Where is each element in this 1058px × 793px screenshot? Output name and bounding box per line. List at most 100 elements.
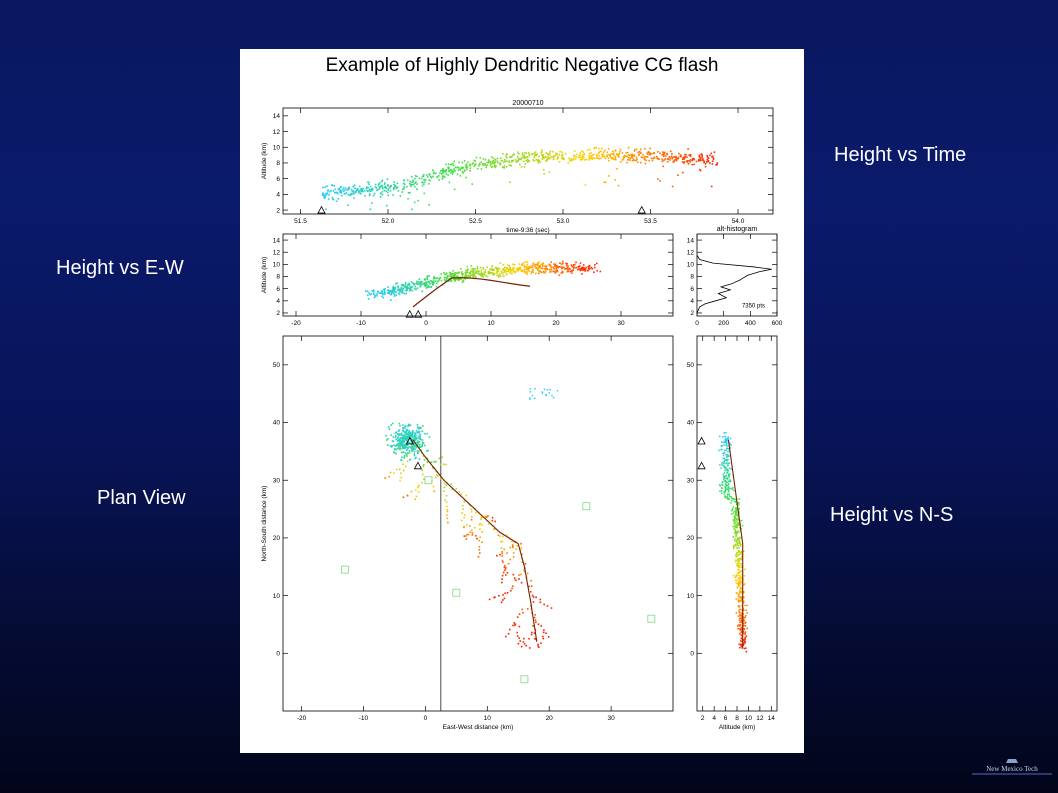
ns-height-xtick-label: 10 xyxy=(745,715,753,722)
time-height-source-point xyxy=(414,185,416,188)
ew-height-source-point xyxy=(444,279,447,282)
time-height-source-point xyxy=(489,164,492,167)
time-height-source-point xyxy=(477,167,479,170)
ew-height-source-point xyxy=(571,272,573,275)
plan-view-source-point xyxy=(388,428,391,431)
ns-height-source-point xyxy=(735,500,737,503)
plan-view-source-point xyxy=(541,392,544,394)
ew-height-source-point xyxy=(460,271,463,274)
time-height-source-point xyxy=(411,181,413,184)
ns-height-source-point xyxy=(725,462,727,465)
ew-height-source-point xyxy=(381,290,384,293)
plan-view-source-point xyxy=(491,519,494,522)
ns-height-source-point xyxy=(732,512,734,515)
ew-height-source-point xyxy=(497,274,500,276)
ew-height-source-point xyxy=(542,270,545,273)
ns-height-source-point xyxy=(725,444,727,446)
ew-height-source-point xyxy=(425,284,428,286)
ns-height-source-point xyxy=(739,551,741,554)
ew-height-source-point xyxy=(571,265,574,268)
ew-height-source-point xyxy=(445,277,447,280)
plan-view-source-point xyxy=(521,561,524,563)
alt-histogram-annotation: 7350 pts xyxy=(742,303,765,309)
time-height-source-point xyxy=(707,160,709,163)
ns-height-source-point xyxy=(740,551,743,553)
time-height-source-point xyxy=(675,158,677,161)
plan-view-source-point xyxy=(394,444,396,447)
ns-height-source-point xyxy=(735,582,737,584)
time-height-source-point xyxy=(366,190,369,192)
ns-height-source-point xyxy=(724,491,727,493)
ns-height-source-point xyxy=(739,541,741,544)
plan-view-source-point xyxy=(406,435,408,438)
time-height-source-point xyxy=(381,191,384,193)
plan-view-source-point xyxy=(422,455,425,457)
ew-height-source-point xyxy=(497,267,500,270)
time-height-source-point xyxy=(506,160,508,162)
time-height-source-point xyxy=(494,166,497,169)
time-height-source-point xyxy=(661,158,663,160)
ns-height-source-point xyxy=(740,564,743,567)
time-height-source-point xyxy=(664,158,666,160)
ns-height-xtick-label: 8 xyxy=(735,715,739,722)
ns-height-source-point xyxy=(729,442,731,445)
ns-height-source-point xyxy=(722,464,725,467)
time-height-source-point xyxy=(322,192,324,194)
time-height-source-point xyxy=(394,186,396,188)
plan-view-source-point xyxy=(411,436,414,438)
plan-view-source-point xyxy=(466,533,468,536)
ns-height-source-point xyxy=(735,534,737,536)
ew-height-source-point xyxy=(512,270,515,272)
ns-height-source-point xyxy=(739,599,742,602)
plan-view-source-point xyxy=(411,449,414,452)
time-height-source-point xyxy=(604,157,607,159)
ew-height-source-point xyxy=(473,274,476,276)
ns-height-source-point xyxy=(742,638,745,641)
ew-height-source-point xyxy=(520,263,523,266)
ew-height-source-point xyxy=(467,274,470,277)
time-height-source-point xyxy=(524,163,527,165)
ew-height-source-point xyxy=(596,269,598,272)
time-height-source-point xyxy=(541,151,543,153)
time-height-source-point xyxy=(474,164,477,166)
plan-view-source-point xyxy=(399,437,402,439)
time-height-source-point xyxy=(447,167,450,170)
time-height-source-point xyxy=(442,170,444,172)
time-height-source-point xyxy=(370,188,373,190)
time-height-source-point xyxy=(651,153,653,155)
time-height-source-point xyxy=(655,155,658,158)
time-height-source-point xyxy=(353,192,356,195)
time-height-source-point xyxy=(348,187,350,190)
ew-height-source-point xyxy=(536,269,539,271)
time-height-source-point xyxy=(425,174,428,176)
ew-height-source-point xyxy=(532,271,534,274)
ew-height-xtick-label: 20 xyxy=(552,320,560,327)
time-height-source-point xyxy=(456,166,459,169)
plan-view-source-point xyxy=(414,442,416,445)
time-height-source-point xyxy=(414,182,416,184)
time-height-frame xyxy=(282,107,774,215)
time-height-source-point xyxy=(369,185,372,188)
ew-height-source-point xyxy=(478,273,480,275)
ew-height-source-point xyxy=(472,272,474,274)
ns-height-source-point xyxy=(726,495,728,498)
ew-height-ytick-label: 4 xyxy=(276,298,280,305)
ew-height-source-point xyxy=(554,265,556,268)
plan-view-source-point xyxy=(512,552,515,554)
time-height-source-point xyxy=(593,157,596,159)
ns-height-source-point xyxy=(740,590,742,593)
ew-height-source-point xyxy=(534,265,536,268)
ew-height-source-point xyxy=(526,267,528,270)
plan-view-source-point xyxy=(432,485,435,488)
ns-height-source-point xyxy=(734,522,737,524)
time-height-source-point xyxy=(707,159,710,162)
plan-view-source-point xyxy=(511,587,513,590)
ns-height-source-point xyxy=(735,508,737,510)
time-height-source-point xyxy=(563,158,565,161)
time-height-source-point xyxy=(411,175,413,178)
plan-view-source-point xyxy=(410,490,413,493)
plan-view-source-point xyxy=(469,504,471,507)
ew-height-source-point xyxy=(549,264,551,267)
ns-height-source-point xyxy=(731,487,734,489)
plan-view-source-point xyxy=(505,574,507,576)
